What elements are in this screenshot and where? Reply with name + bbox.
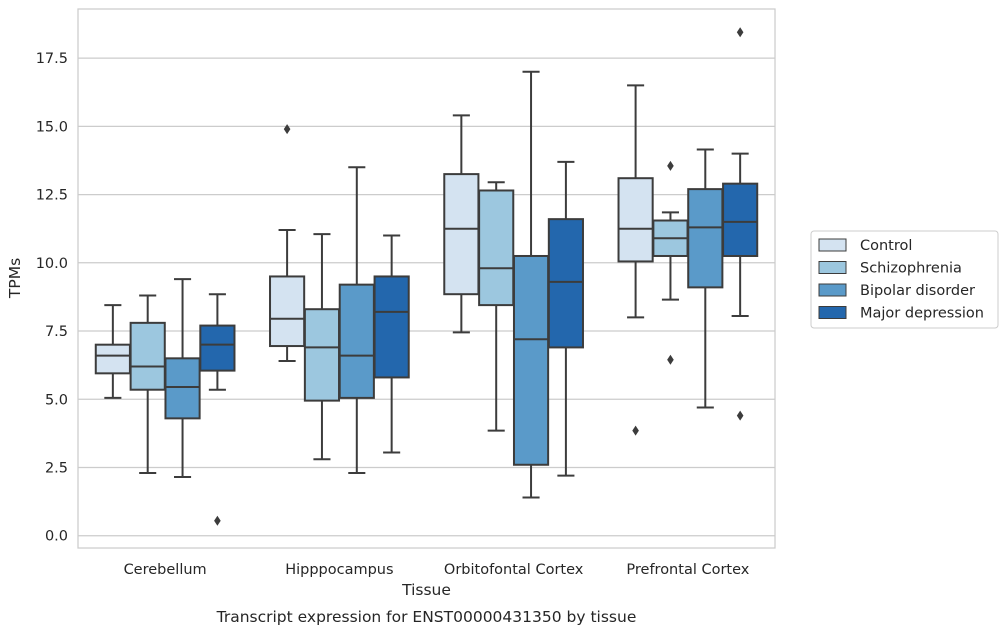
chart-title: Transcript expression for ENST0000043135… xyxy=(216,608,637,626)
boxes xyxy=(94,27,759,526)
legend-swatch xyxy=(818,306,847,319)
legend-swatch xyxy=(818,283,847,297)
box xyxy=(617,177,654,263)
legend-frame xyxy=(810,230,999,329)
box-group xyxy=(338,166,375,474)
legend-swatch xyxy=(818,238,847,252)
box-group xyxy=(199,293,236,526)
y-tick-label: 15.0 xyxy=(36,119,68,135)
y-axis-label: TPMs xyxy=(6,258,24,299)
x-tick-labels: Cerebellum Hipppocampus Orbitofontal Corte… xyxy=(124,562,750,578)
legend-label: Schizophrenia xyxy=(860,261,962,277)
legend-label: Major depression xyxy=(860,306,984,322)
outlier-point xyxy=(283,124,291,135)
y-tick-label: 5.0 xyxy=(45,392,68,408)
x-tick-label: Cerebellum xyxy=(124,562,207,578)
box xyxy=(687,188,724,289)
y-tick-label: 12.5 xyxy=(36,188,68,204)
box-group xyxy=(512,70,550,499)
box-group xyxy=(687,148,724,409)
outlier-point xyxy=(632,425,639,436)
plot-frame xyxy=(77,8,776,549)
legend-label: Bipolar disorder xyxy=(860,283,975,299)
outlier-point xyxy=(736,27,744,38)
y-tick-label: 2.5 xyxy=(45,460,68,476)
box xyxy=(547,218,584,349)
y-tick-label: 0.0 xyxy=(45,529,68,545)
x-tick-label: Hipppocampus xyxy=(285,562,393,578)
box-group xyxy=(443,114,480,334)
y-tick-label: 7.5 xyxy=(45,324,68,340)
x-axis-label: Tissue xyxy=(401,581,451,599)
x-tick-label: Prefrontal Cortex xyxy=(626,562,749,578)
outlier-point xyxy=(667,354,674,365)
box-group xyxy=(164,278,201,479)
box-group xyxy=(94,304,131,399)
box-group xyxy=(269,124,306,363)
box xyxy=(303,308,341,402)
box xyxy=(512,254,550,466)
box-group xyxy=(722,27,759,421)
y-tick-label: 10.0 xyxy=(36,256,68,272)
outlier-point xyxy=(736,410,744,421)
outlier-point xyxy=(214,515,221,526)
y-tick-label: 17.5 xyxy=(36,51,68,67)
box-group xyxy=(373,234,410,454)
box-group xyxy=(547,160,584,477)
box xyxy=(269,275,306,348)
box xyxy=(164,357,201,420)
box xyxy=(199,324,236,372)
legend-label: Control xyxy=(860,238,912,254)
box xyxy=(129,321,166,391)
box-group xyxy=(129,294,166,474)
box xyxy=(94,343,131,375)
legend: Control Schizophrenia Bipolar disorder Majo… xyxy=(810,230,999,329)
box xyxy=(373,275,410,379)
box-group xyxy=(617,84,654,436)
box-group xyxy=(478,181,515,432)
box xyxy=(722,182,759,257)
outlier-point xyxy=(667,160,674,171)
box xyxy=(338,283,375,399)
box xyxy=(478,189,515,307)
legend-swatch xyxy=(818,261,847,274)
x-tick-label: Orbitofontal Cortex xyxy=(444,562,584,578)
y-tick-labels: 0.0 2.5 5.0 7.5 10.0 12.5 15.0 17.5 xyxy=(36,51,68,545)
box xyxy=(443,173,480,296)
box-group xyxy=(303,233,341,461)
